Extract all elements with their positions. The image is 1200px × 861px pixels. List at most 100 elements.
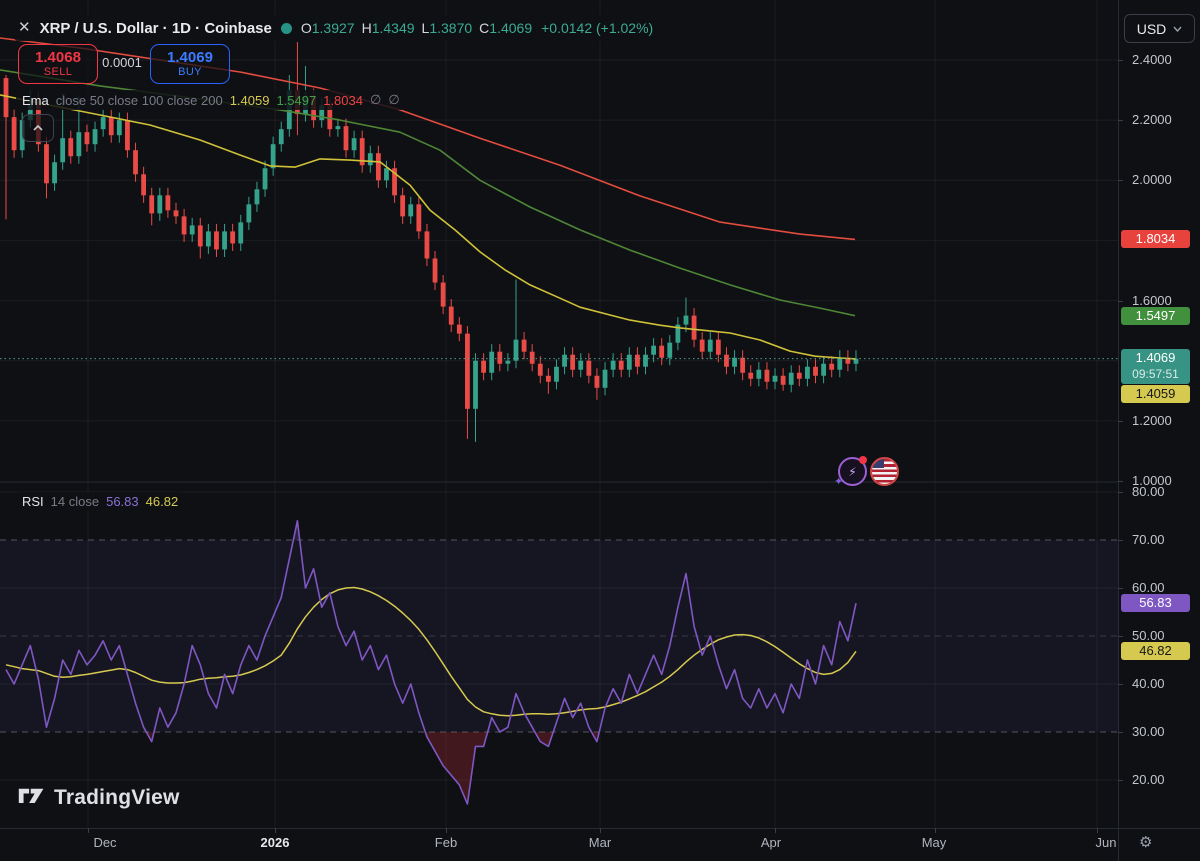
low-value: 1.3870	[429, 20, 473, 36]
time-axis-tick	[935, 828, 936, 833]
time-axis-tick	[600, 828, 601, 833]
price-badge: 1.5497	[1121, 306, 1190, 325]
price-axis-label: 2.4000	[1132, 52, 1172, 67]
collapse-legend-button[interactable]	[22, 114, 54, 142]
ema-empty-value-1: ∅	[369, 92, 382, 107]
time-axis-tick	[88, 828, 89, 833]
symbol-header: ✕ XRP / U.S. Dollar · 1D · Coinbase O1.3…	[14, 15, 662, 41]
price-axis-label: 1.0000	[1132, 473, 1172, 488]
flag-canton	[872, 459, 884, 468]
price-badge: 1.8034	[1121, 230, 1190, 249]
ohlc-values: O1.3927 H1.4349 L1.3870 C1.4069	[301, 20, 532, 36]
ema100-value: 1.5497	[276, 92, 317, 108]
rsi-axis-tick	[1118, 588, 1123, 589]
currency-selector-button[interactable]: USD	[1124, 14, 1195, 43]
watermark-text: TradingView	[54, 785, 180, 809]
price-axis-tick	[1118, 481, 1123, 482]
open-value: 1.3927	[311, 20, 355, 36]
price-axis-label: 1.6000	[1132, 292, 1172, 308]
rsi-axis-tick	[1118, 492, 1123, 493]
buy-label: BUY	[178, 66, 202, 79]
low-label: L	[421, 20, 430, 36]
rsi-params: 14 close	[50, 494, 100, 509]
close-icon[interactable]: ✕	[18, 19, 31, 36]
price-badge-value: 1.4059	[1135, 385, 1176, 401]
rsi-axis-tick	[1118, 684, 1123, 685]
change-value: +0.0142 (+1.02%)	[541, 20, 654, 36]
price-axis-label: 2.2000	[1132, 112, 1172, 128]
rsi-axis-tick	[1118, 636, 1123, 637]
rsi-axis-label: 30.00	[1132, 724, 1165, 739]
rsi-badge: 46.82	[1121, 642, 1190, 661]
time-axis-tick	[446, 828, 447, 833]
market-status-dot-icon	[280, 22, 292, 34]
tradingview-logo-icon	[18, 788, 44, 804]
rsi-axis-tick	[1118, 732, 1123, 733]
rsi-axis-tick	[1118, 780, 1123, 781]
ema200-value: 1.8034	[323, 92, 363, 108]
price-badge-value: 1.4069	[1135, 349, 1176, 365]
rsi-axis-label: 50.00	[1132, 628, 1165, 643]
time-axis-label: 2026	[260, 835, 290, 850]
chevron-down-icon	[1173, 26, 1182, 32]
close-value: 1.4069	[489, 20, 533, 36]
open-label: O	[300, 20, 312, 36]
time-axis-tick	[775, 828, 776, 833]
chevron-up-icon	[33, 125, 43, 131]
time-axis-label: Dec	[93, 835, 117, 850]
sell-button[interactable]: 1.4068 SELL	[18, 44, 98, 84]
price-axis-tick	[1118, 180, 1123, 182]
time-axis-label: May	[921, 835, 947, 850]
rsi-name: RSI	[22, 494, 44, 509]
price-badge: 1.4059	[1121, 384, 1190, 403]
time-axis-tick	[275, 828, 276, 833]
ema-name: Ema	[22, 92, 49, 108]
rsi-axis-tick	[1118, 540, 1123, 541]
lightning-icon: ⚡	[848, 464, 857, 479]
rsi-badge: 56.83	[1121, 594, 1190, 613]
rsi-axis-label: 40.00	[1132, 676, 1165, 691]
buy-button[interactable]: 1.4069 BUY	[150, 44, 230, 84]
high-label: H	[361, 20, 372, 36]
close-label: C	[479, 20, 490, 36]
countdown-timer: 09:57:51	[1132, 366, 1179, 381]
price-badge: 1.4069 09:57:51	[1121, 348, 1190, 384]
ema-indicator-legend[interactable]: Ema close 50 close 100 close 200 1.4059 …	[16, 90, 406, 110]
time-axis-tick	[1097, 828, 1098, 833]
tradingview-watermark[interactable]: TradingView	[18, 785, 180, 810]
price-axis-tick	[1118, 300, 1123, 302]
ema50-value: 1.4059	[229, 92, 270, 108]
price-axis-tick	[1118, 120, 1123, 122]
time-axis-label: Feb	[434, 835, 458, 850]
price-badge-value: 1.8034	[1135, 231, 1176, 247]
rsi-indicator-legend[interactable]: RSI 14 close 56.83 46.82	[16, 492, 185, 511]
rsi-axis-label: 20.00	[1132, 772, 1165, 787]
notification-dot	[859, 456, 867, 464]
chart-event-icons: ⚡ ✦	[834, 456, 899, 488]
price-axis-tick	[1118, 60, 1123, 61]
rsi-badge-value: 56.83	[1139, 595, 1172, 611]
sparkle-icon: ✦	[834, 476, 844, 488]
time-axis-settings-gear-icon[interactable]: ⚙	[1139, 834, 1153, 851]
price-axis-separator	[1118, 0, 1119, 861]
time-axis-label: Apr	[760, 835, 782, 850]
currency-label: USD	[1136, 20, 1167, 37]
rsi-axis-label: 70.00	[1132, 532, 1165, 547]
price-badge-value: 1.5497	[1135, 307, 1176, 323]
us-flag-event-icon[interactable]	[870, 457, 899, 486]
ema-params: close 50 close 100 close 200	[55, 92, 223, 108]
rsi-badge-value: 46.82	[1139, 643, 1172, 659]
chart-canvas[interactable]	[0, 0, 1118, 828]
time-axis-label: Mar	[588, 835, 612, 850]
ai-event-icon[interactable]: ⚡ ✦	[834, 456, 867, 488]
buy-price: 1.4069	[167, 49, 213, 67]
rsi-axis-label: 80.00	[1132, 484, 1165, 499]
symbol-title[interactable]: XRP / U.S. Dollar · 1D · Coinbase	[39, 19, 272, 37]
sell-label: SELL	[43, 66, 73, 79]
spread-value: 0.0001	[102, 55, 142, 70]
rsi-ma-value: 46.82	[145, 494, 179, 509]
ema-empty-value-2: ∅	[388, 92, 400, 107]
sell-price: 1.4068	[35, 49, 81, 67]
time-axis-label: Jun	[1095, 835, 1117, 850]
